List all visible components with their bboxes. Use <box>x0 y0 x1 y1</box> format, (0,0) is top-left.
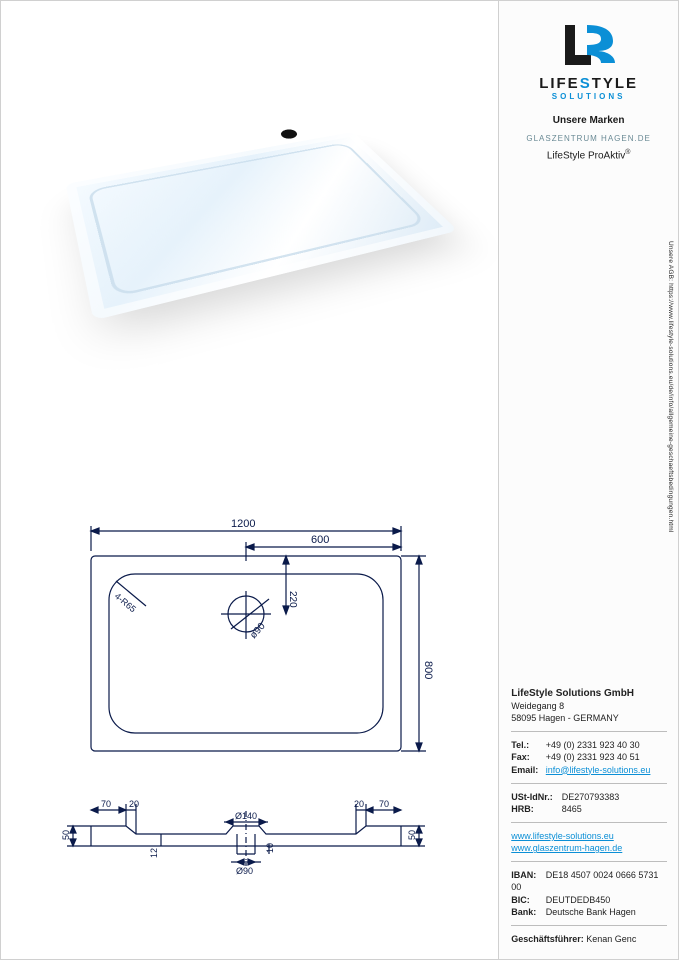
fax-label: Fax: <box>511 751 543 763</box>
bic: DEUTDEDB450 <box>546 895 611 905</box>
brand-glaszentrum: GLASZENTRUM HAGEN.DE <box>511 134 666 143</box>
hrb-label: HRB: <box>511 803 559 815</box>
company-street: Weidegang 8 <box>511 700 667 712</box>
company-info: LifeStyle Solutions GmbH Weidegang 8 580… <box>511 687 667 945</box>
company-city: 58095 Hagen - GERMANY <box>511 712 667 724</box>
dim-s-50l: 50 <box>61 830 71 840</box>
logo-text-c: TYLE <box>592 75 638 92</box>
tel: +49 (0) 2331 923 40 30 <box>546 740 640 750</box>
url-1[interactable]: www.lifestyle-solutions.eu <box>511 830 667 842</box>
dim-s-d90: Ø90 <box>236 866 253 876</box>
company-name: LifeStyle Solutions GmbH <box>511 687 667 701</box>
email[interactable]: info@lifestyle-solutions.eu <box>546 765 651 775</box>
logo-sub: SOLUTIONS <box>511 92 666 101</box>
page-root: 1200 600 4-R65 <box>0 0 679 960</box>
technical-drawing: 1200 600 4-R65 <box>1 501 499 941</box>
dim-s-12: 12 <box>149 848 159 858</box>
iban-label: IBAN: <box>511 869 543 881</box>
dim-s-70r: 70 <box>379 799 389 809</box>
logo-text-b: S <box>580 75 592 92</box>
bank-label: Bank: <box>511 906 543 918</box>
shower-tray-render <box>81 101 421 331</box>
dim-s-70l: 70 <box>101 799 111 809</box>
product-photo <box>31 41 471 441</box>
dim-s-50r: 50 <box>407 830 417 840</box>
dim-r65: 4-R65 <box>113 591 138 614</box>
brand-proaktiv: LifeStyle ProAktiv® <box>511 149 666 161</box>
main-panel: 1200 600 4-R65 <box>1 1 498 959</box>
company-logo: LIFESTYLE SOLUTIONS <box>511 19 666 101</box>
gf: Kenan Genc <box>586 934 636 944</box>
bic-label: BIC: <box>511 894 543 906</box>
dim-600: 600 <box>311 534 329 546</box>
url-2[interactable]: www.glaszentrum-hagen.de <box>511 842 667 854</box>
logo-text-a: LIFE <box>539 75 580 92</box>
tel-label: Tel.: <box>511 739 543 751</box>
dim-d90: ø90 <box>248 621 268 641</box>
brands-heading: Unsere Marken <box>511 115 666 126</box>
dim-800: 800 <box>422 661 434 679</box>
dim-220: 220 <box>287 591 298 608</box>
email-label: Email: <box>511 764 543 776</box>
dim-s-10: 10 <box>265 843 275 853</box>
gf-label: Geschäftsführer: <box>511 934 584 944</box>
sidebar: LIFESTYLE SOLUTIONS Unsere Marken GLASZE… <box>498 1 678 959</box>
agb-vertical-text: Unsere AGB: https://www.lifestyle-soluti… <box>664 241 674 533</box>
ust-label: USt-IdNr.: <box>511 791 559 803</box>
ust: DE270793383 <box>562 792 620 802</box>
fax: +49 (0) 2331 923 40 51 <box>546 752 640 762</box>
hrb: 8465 <box>562 804 582 814</box>
bank: Deutsche Bank Hagen <box>546 907 636 917</box>
dim-1200: 1200 <box>231 518 255 530</box>
dim-s-d140: Ø140 <box>235 811 257 821</box>
dim-s-20l: 20 <box>129 799 139 809</box>
